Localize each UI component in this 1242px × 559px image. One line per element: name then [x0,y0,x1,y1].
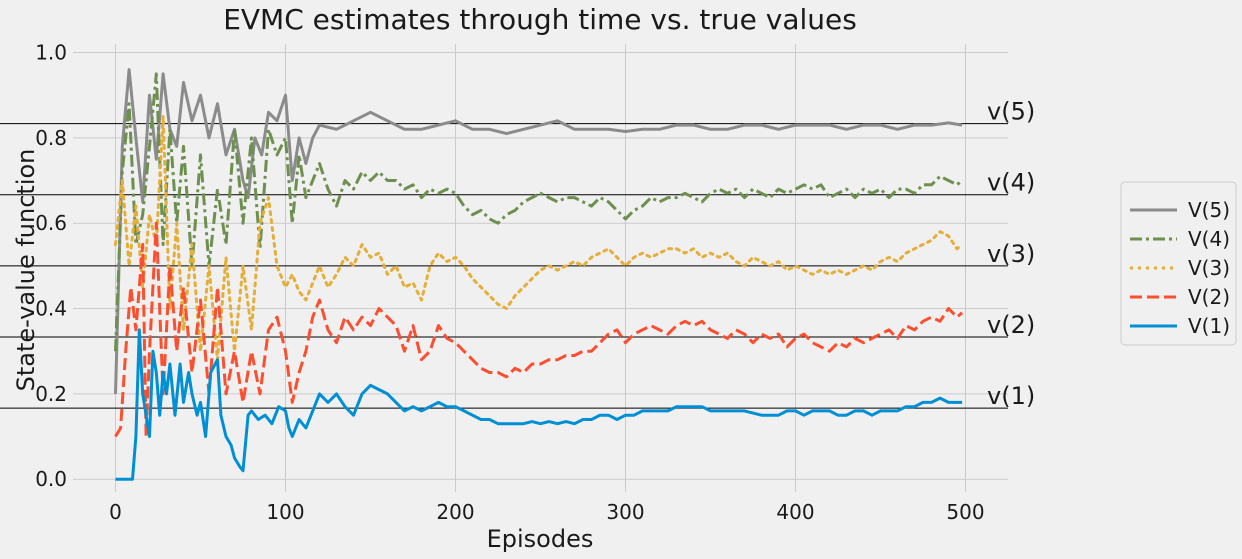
series-line-v1 [115,328,963,481]
x-tick-label: 400 [776,500,814,524]
x-tick-label: 500 [946,500,984,524]
series-lines [114,68,964,481]
legend-label: V(3) [1188,256,1230,280]
y-tick-label: 0.8 [35,126,67,150]
series-line-v5 [114,68,963,394]
x-tick-label: 300 [606,500,644,524]
x-tick-label: 0 [109,500,122,524]
y-tick-label: 0.2 [35,382,67,406]
series-line-v4 [114,72,964,352]
reference-line-label: v(5) [987,98,1035,126]
series-line-v2 [114,221,964,438]
series-line-v3 [114,115,964,362]
legend-label: V(4) [1188,227,1230,251]
y-tick-label: 0.4 [35,297,67,321]
legend-label: V(5) [1188,198,1230,222]
y-tick-label: 1.0 [35,41,67,65]
reference-lines: v(5) v(4) v(3) v(2) v(1) [0,98,1035,410]
x-tick-label: 200 [436,500,474,524]
y-axis-label: State-value function [12,149,40,392]
x-tick-label: 100 [266,500,304,524]
reference-line-label: v(2) [987,311,1035,339]
grid [73,44,1008,492]
x-axis-label: Episodes [487,525,594,553]
reference-line-label: v(4) [987,169,1035,197]
legend-label: V(2) [1188,285,1230,309]
tick-labels: 0 100 200 300 400 500 0.0 0.2 0.4 0.6 0.8 1.0 [35,41,984,524]
reference-line-label: v(3) [987,240,1035,268]
legend: V(5) V(4) V(3) V(2) V(1) [1120,181,1237,346]
reference-line-label: v(1) [987,382,1035,410]
legend-box [1120,181,1237,346]
y-tick-label: 0.0 [35,467,67,491]
y-tick-label: 0.6 [35,211,67,235]
legend-label: V(1) [1188,314,1230,338]
chart-title: EVMC estimates through time vs. true val… [223,3,857,36]
